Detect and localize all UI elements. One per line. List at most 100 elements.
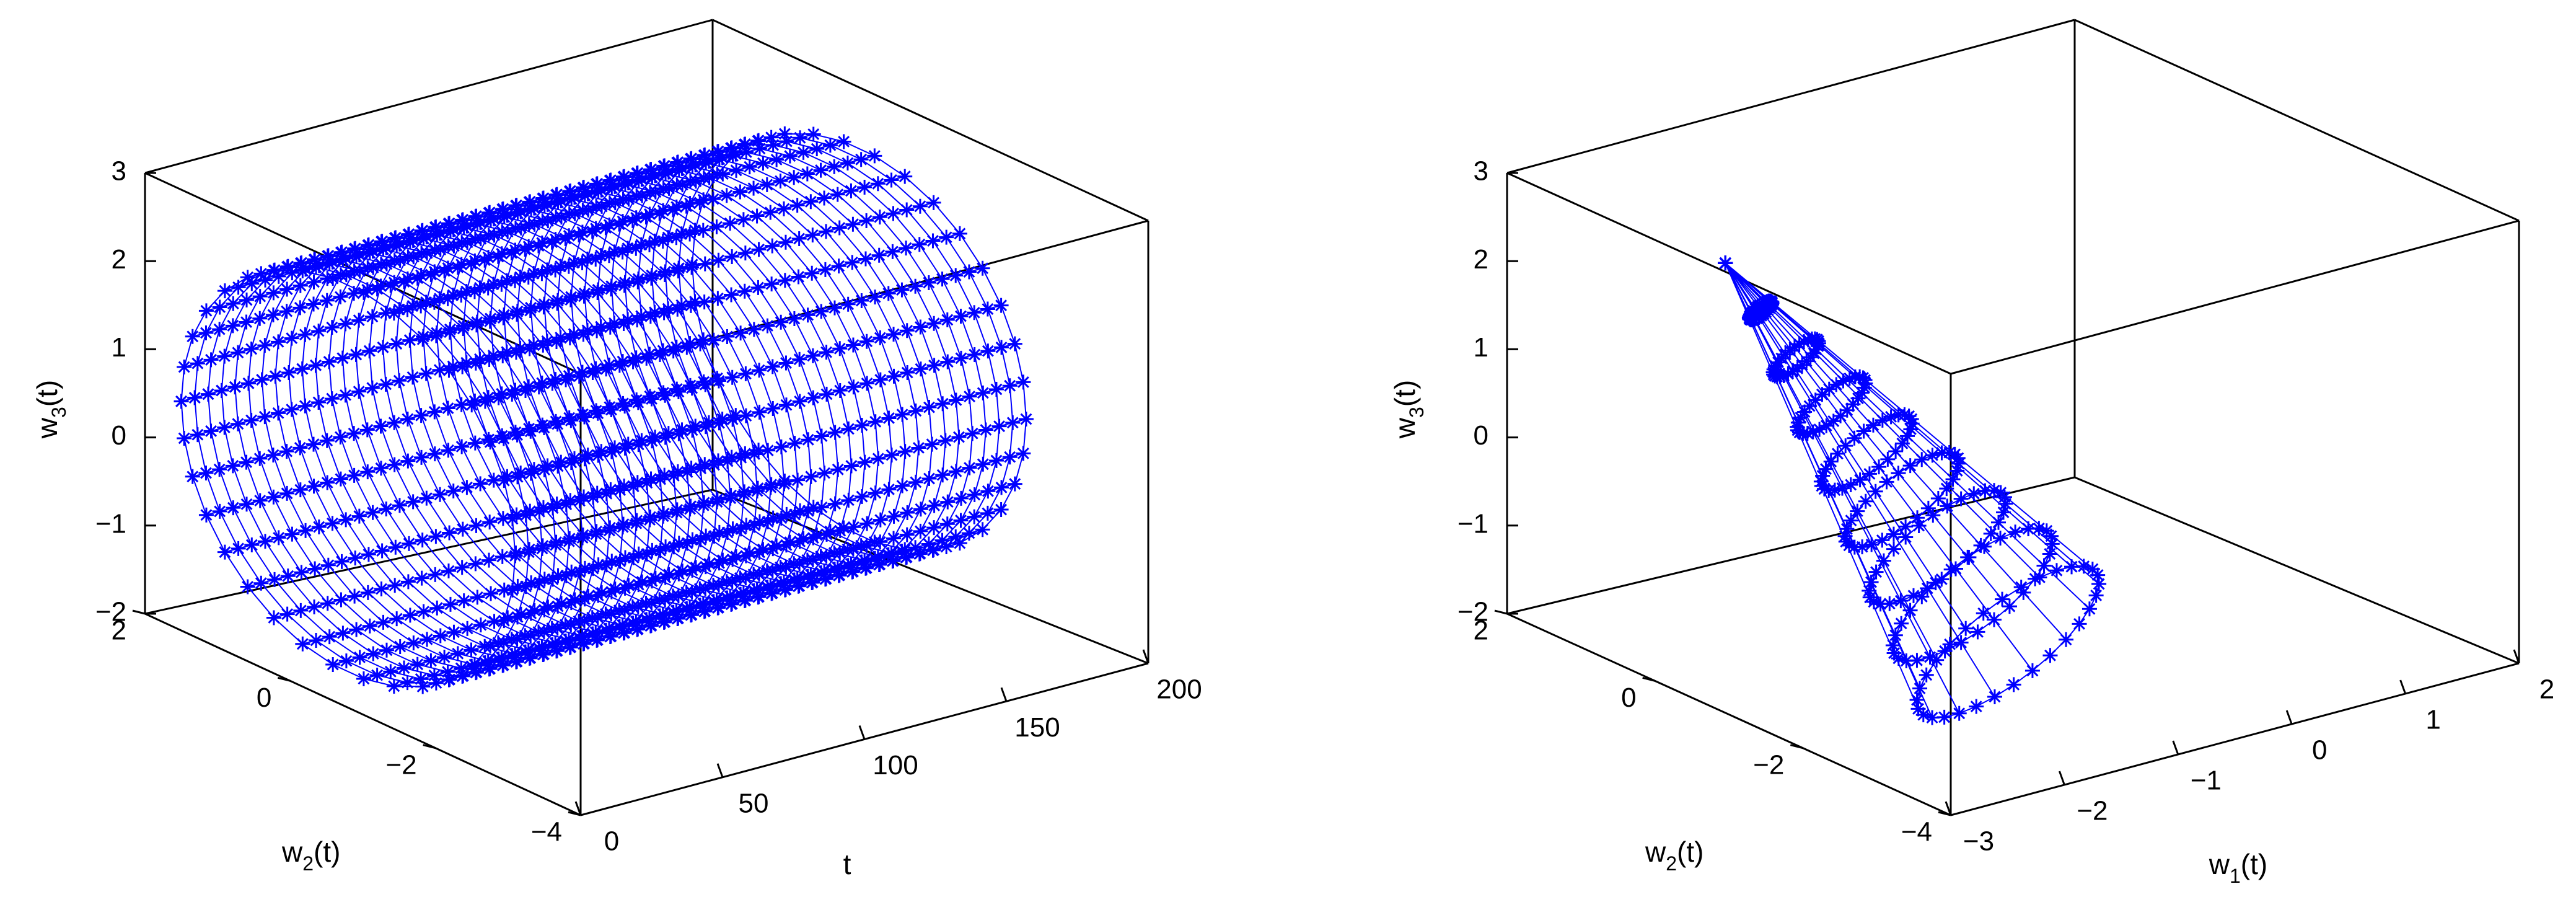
data-point	[346, 263, 362, 279]
data-point	[724, 287, 739, 303]
data-point	[643, 162, 659, 177]
data-point	[359, 282, 375, 298]
data-point	[846, 379, 861, 395]
data-point	[356, 671, 371, 686]
data-point	[335, 350, 350, 366]
data-point	[631, 546, 646, 562]
data-point	[607, 581, 623, 597]
data-point	[764, 276, 780, 292]
data-point	[333, 592, 349, 608]
data-point	[536, 647, 552, 662]
data-point	[572, 564, 587, 580]
data-point	[334, 554, 349, 569]
tick-label: 0	[112, 420, 126, 451]
data-point	[655, 234, 670, 249]
data-point	[711, 524, 727, 540]
data-point	[601, 621, 617, 637]
data-point	[527, 603, 542, 618]
data-point	[638, 596, 654, 611]
data-point	[2032, 570, 2047, 585]
data-point	[777, 126, 793, 141]
data-point	[615, 354, 631, 369]
data-point	[687, 294, 703, 309]
data-point	[1793, 410, 1808, 425]
data-point	[400, 675, 415, 691]
right-zlabel: w3(t)	[1389, 380, 1428, 439]
data-point	[679, 585, 694, 600]
data-point	[366, 646, 381, 661]
data-point	[684, 607, 700, 622]
data-point	[571, 614, 587, 629]
data-point	[697, 256, 713, 272]
data-point	[617, 169, 632, 184]
data-point	[894, 282, 910, 298]
data-point	[508, 646, 523, 661]
data-point	[939, 539, 954, 554]
data-point	[705, 192, 721, 207]
data-point	[244, 276, 260, 291]
data-point	[1785, 364, 1800, 379]
data-point	[871, 247, 887, 263]
data-point	[494, 276, 509, 292]
data-point	[948, 392, 964, 408]
data-point	[563, 493, 578, 508]
data-point	[926, 358, 942, 373]
data-point	[386, 306, 402, 321]
data-point	[789, 570, 805, 586]
tick-label: −2	[1753, 749, 1784, 780]
data-point	[1800, 332, 1816, 348]
data-point	[473, 214, 488, 230]
data-point	[2042, 546, 2057, 562]
data-point	[575, 202, 591, 218]
data-point	[495, 224, 510, 239]
data-point	[620, 436, 636, 452]
data-point	[925, 436, 940, 452]
data-point	[374, 234, 390, 249]
data-point	[364, 380, 380, 396]
data-point	[2008, 524, 2023, 540]
data-point	[320, 475, 335, 490]
data-point	[1802, 398, 1818, 413]
data-point	[400, 411, 415, 427]
data-point	[325, 254, 340, 270]
data-point	[682, 599, 698, 615]
data-point	[1977, 539, 1992, 554]
data-point	[993, 298, 1009, 313]
data-point	[534, 375, 550, 391]
data-point	[200, 386, 216, 402]
data-point	[379, 502, 394, 517]
data-point	[1768, 358, 1783, 374]
data-point	[413, 671, 429, 687]
data-point	[558, 617, 573, 632]
data-point	[467, 253, 483, 268]
data-point	[926, 542, 941, 558]
data-point	[669, 502, 685, 518]
data-point	[778, 397, 794, 413]
data-point	[554, 596, 569, 611]
data-point	[387, 457, 402, 472]
data-point	[805, 348, 820, 363]
data-point	[683, 498, 698, 514]
data-point	[500, 610, 516, 625]
data-point	[266, 489, 281, 505]
data-point	[576, 635, 592, 651]
data-point	[521, 379, 537, 394]
data-point	[427, 264, 442, 280]
data-point	[460, 621, 475, 636]
data-point	[523, 300, 538, 316]
data-point	[786, 311, 802, 326]
data-point	[442, 671, 457, 687]
data-point	[679, 536, 695, 551]
data-point	[539, 334, 555, 349]
data-point	[494, 386, 509, 402]
data-point	[589, 199, 604, 214]
data-point	[720, 525, 736, 541]
data-point	[522, 650, 538, 666]
data-point	[777, 473, 793, 488]
data-point	[1920, 500, 1936, 516]
data-point	[840, 296, 856, 312]
data-point	[338, 316, 353, 332]
data-point	[899, 549, 915, 565]
data-point	[779, 134, 794, 149]
data-point	[1852, 472, 1868, 488]
